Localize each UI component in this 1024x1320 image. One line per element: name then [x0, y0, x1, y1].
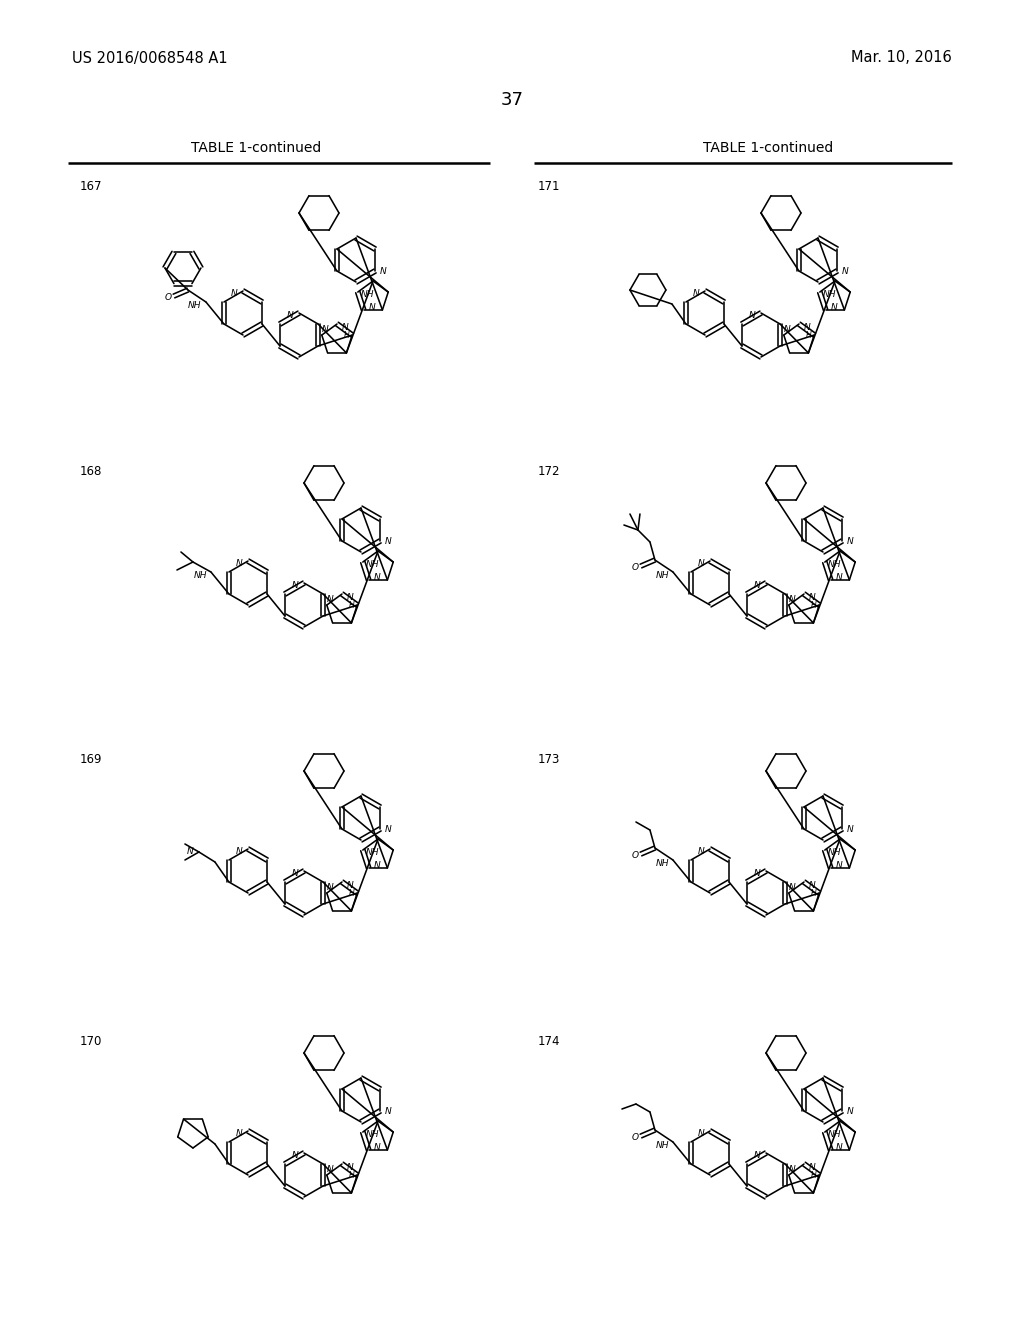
Text: N: N	[697, 846, 705, 855]
Text: NH: NH	[187, 301, 201, 309]
Text: N: N	[831, 304, 838, 313]
Text: O: O	[165, 293, 171, 302]
Text: N: N	[837, 1143, 843, 1152]
Text: N: N	[236, 558, 243, 568]
Text: 37: 37	[501, 91, 523, 110]
Text: N: N	[847, 825, 853, 833]
Text: N: N	[347, 880, 353, 890]
Text: NH: NH	[655, 1140, 669, 1150]
Text: NH: NH	[828, 1130, 842, 1139]
Text: 169: 169	[80, 752, 102, 766]
Text: N: N	[187, 847, 194, 857]
Text: N: N	[847, 1106, 853, 1115]
Text: N: N	[292, 869, 298, 878]
Text: N: N	[370, 304, 376, 313]
Text: 172: 172	[538, 465, 560, 478]
Text: N: N	[804, 322, 810, 331]
Text: H: H	[349, 602, 355, 610]
Text: N: N	[230, 289, 238, 297]
Text: N: N	[347, 593, 353, 602]
Text: NH: NH	[366, 847, 380, 857]
Text: N: N	[327, 883, 333, 891]
Text: N: N	[749, 310, 756, 319]
Text: N: N	[809, 880, 815, 890]
Text: N: N	[837, 862, 843, 870]
Text: NH: NH	[194, 570, 207, 579]
Text: H: H	[349, 890, 355, 899]
Text: N: N	[837, 573, 843, 582]
Text: H: H	[344, 331, 350, 341]
Text: 173: 173	[538, 752, 560, 766]
Text: NH: NH	[828, 560, 842, 569]
Text: NH: NH	[655, 570, 669, 579]
Text: N: N	[347, 1163, 353, 1172]
Text: N: N	[287, 310, 293, 319]
Text: N: N	[788, 594, 796, 603]
Text: O: O	[632, 1134, 639, 1143]
Text: N: N	[292, 581, 298, 590]
Text: N: N	[847, 536, 853, 545]
Text: NH: NH	[361, 289, 375, 298]
Text: N: N	[236, 846, 243, 855]
Text: N: N	[697, 558, 705, 568]
Text: NH: NH	[823, 289, 837, 298]
Text: O: O	[632, 564, 639, 573]
Text: TABLE 1-continued: TABLE 1-continued	[190, 141, 322, 154]
Text: N: N	[754, 581, 761, 590]
Text: 168: 168	[80, 465, 102, 478]
Text: N: N	[692, 289, 699, 297]
Text: N: N	[292, 1151, 298, 1159]
Text: N: N	[385, 825, 391, 833]
Text: N: N	[385, 1106, 391, 1115]
Text: N: N	[327, 594, 333, 603]
Text: N: N	[697, 1129, 705, 1138]
Text: N: N	[342, 322, 348, 331]
Text: N: N	[236, 1129, 243, 1138]
Text: N: N	[322, 325, 328, 334]
Text: US 2016/0068548 A1: US 2016/0068548 A1	[72, 50, 227, 66]
Text: 170: 170	[80, 1035, 102, 1048]
Text: N: N	[374, 1143, 381, 1152]
Text: H: H	[811, 602, 817, 610]
Text: 171: 171	[538, 180, 560, 193]
Text: H: H	[349, 1172, 355, 1180]
Text: N: N	[809, 1163, 815, 1172]
Text: O: O	[632, 851, 639, 861]
Text: N: N	[809, 593, 815, 602]
Text: NH: NH	[655, 858, 669, 867]
Text: NH: NH	[366, 560, 380, 569]
Text: N: N	[327, 1164, 333, 1173]
Text: N: N	[754, 869, 761, 878]
Text: H: H	[806, 331, 812, 341]
Text: Mar. 10, 2016: Mar. 10, 2016	[851, 50, 952, 66]
Text: N: N	[754, 1151, 761, 1159]
Text: H: H	[811, 1172, 817, 1180]
Text: N: N	[380, 267, 386, 276]
Text: N: N	[374, 862, 381, 870]
Text: N: N	[788, 1164, 796, 1173]
Text: N: N	[783, 325, 791, 334]
Text: 174: 174	[538, 1035, 560, 1048]
Text: H: H	[811, 890, 817, 899]
Text: 167: 167	[80, 180, 102, 193]
Text: N: N	[385, 536, 391, 545]
Text: TABLE 1-continued: TABLE 1-continued	[702, 141, 834, 154]
Text: NH: NH	[366, 1130, 380, 1139]
Text: N: N	[374, 573, 381, 582]
Text: N: N	[788, 883, 796, 891]
Text: NH: NH	[828, 847, 842, 857]
Text: N: N	[842, 267, 849, 276]
